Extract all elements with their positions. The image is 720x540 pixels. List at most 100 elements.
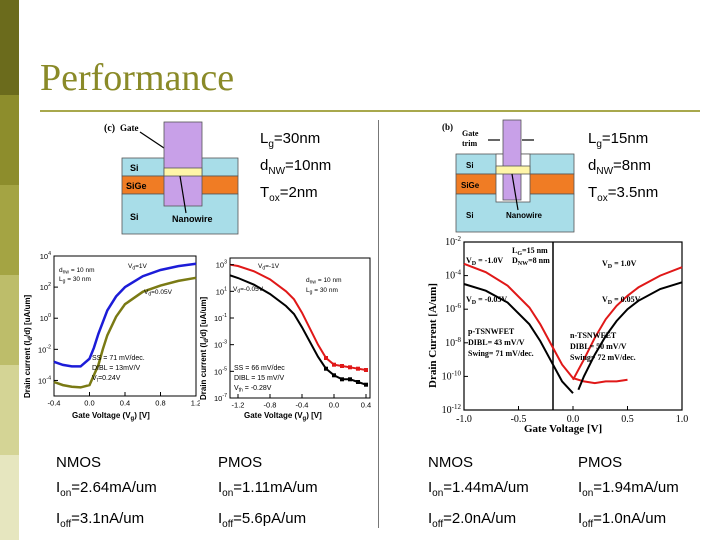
pmos-vt-text: Vth = -0.28V [234,385,272,394]
band-5 [0,365,19,455]
nmos-vt-text: Vt=0.24V [92,375,121,384]
tsnw-dnw-label: DNW=8 nm [512,256,550,267]
tsnw-xlabel: Gate Voltage [V] [524,423,602,435]
left-pmos-metrics: PMOS Ion=1.11mA/um Ioff=5.6pA/um [218,450,318,537]
pmos-ytick-label: 10-3 [214,340,227,350]
right-param-lg: Lg=15nm [588,130,649,150]
nmos-plot-frame [53,255,197,397]
right-pmos-type: PMOS [578,454,623,471]
pmos-legend-l: Lg = 30 nm [306,287,338,296]
tsnw-p-swing: Swing= 71 mV/dec. [468,349,534,358]
tsnw-lg-label: LG=15 nm [512,246,548,257]
band-4 [0,275,19,365]
right-pmos-ion: Ion=1.94mA/um [578,479,679,499]
tsnw-series-1 [463,262,628,385]
nmos-vd-high-label: Vd=1V [128,263,148,272]
pmos-vd-high-label: Vd=-1V [258,263,280,272]
nmos-xtick-label: 0.8 [155,399,165,408]
tsnw-vd-p-low: VD = -0.05V [466,295,507,306]
left-param-dnw: dNW=10nm [260,157,332,177]
pmos-series-1 [229,263,367,371]
right-gate-label: Gate [462,129,479,138]
left-params: Lg=30nm dNW=10nm Tox=2nm [260,128,331,209]
pmos-series-2-point [324,366,328,371]
nmos-xlabel: Gate Voltage (Vg) [V] [72,411,150,422]
right-pmos-metrics: PMOS Ion=1.94mA/um Ioff=1.0nA/um [578,450,679,537]
nmos-ytick-label: 10-2 [38,344,51,354]
pmos-xtick-label: -1.2 [232,401,245,410]
right-params: Lg=15nm dNW=8nm Tox=3.5nm [588,128,658,209]
tsnw-vd-n-high: VD = 1.0V [602,259,637,270]
right-nmos-ion: Ion=1.44mA/um [428,479,529,499]
tsnw-xtick-label: -0.5 [511,414,527,425]
slide-title: Performance [40,57,235,99]
nmos-vd-low-label: Vd=0.05V [144,289,173,298]
nmos-ylabel: Drain current (Id/d) [uA/um] [23,294,34,398]
left-nanowire-label: Nanowire [172,214,213,224]
right-param-dnw: dNW=8nm [588,157,651,177]
tsnw-xtick-label: 0.0 [567,414,580,425]
tsnw-vd-p-high: VD = -1.0V [466,256,503,267]
left-nmos-ioff: Ioff=3.1nA/um [56,510,145,530]
tsnw-plot-frame [463,241,683,411]
nmos-ytick-label: 102 [40,282,51,292]
tsnw-xtick-label: 0.5 [621,414,634,425]
tsnw-ytick-label: 10-6 [445,302,461,315]
left-si-bottom-label: Si [130,212,139,222]
pmos-iv-chart: 103 101 10-1 10-3 10-5 10-7 -1.2 -0.8 -0.4 0.0 0.… [199,257,371,422]
pmos-ytick-label: 10-5 [214,366,227,376]
pmos-dibl-text: DIBL = 15 mV/V [234,375,284,382]
column-divider [378,120,379,528]
pmos-series-2 [229,274,367,386]
pmos-ytick-label: 10-7 [214,393,227,403]
tsnw-series-3 [572,266,683,381]
nmos-xtick-label: 0.0 [84,399,94,408]
pmos-series-2-point [340,377,344,382]
nmos-dibl-text: DIBL = 13mV/V [92,365,141,372]
nmos-ytick-label: 104 [40,251,51,261]
right-nanowire [495,165,531,175]
tsnw-ylabel: Drain Current [A/um] [427,283,439,388]
left-nmos-type: NMOS [56,454,101,471]
pmos-vd-low-label: Vd=-0.05V [233,286,264,295]
tsnw-ytick-label: 10-8 [445,336,461,349]
nmos-iv-chart: 104 102 100 10-2 10-4 -0.4 0.0 0.4 0.8 1.2 Drain… [23,251,200,422]
pmos-xtick-label: -0.8 [264,401,277,410]
nmos-series-1 [53,262,197,368]
pmos-series-1-point [364,368,368,372]
tsnwfet-iv-chart: 10-2 10-4 10-6 10-8 10-10 10-12 -1.0 -0.5 0.0 0.… [427,236,688,435]
left-param-tox: Tox=2nm [260,184,318,204]
left-param-lg: Lg=30nm [260,130,321,150]
tsnw-ytick-label: 10-2 [445,236,461,248]
decorative-sidebar [0,0,19,540]
pmos-series-2-point [348,377,352,382]
pmos-xlabel: Gate Voltage (Vg) [V] [244,411,322,422]
band-6 [0,455,19,540]
tsnw-series-4 [577,281,683,391]
left-sige-label: SiGe [126,181,147,191]
tsnw-n-swing: Swing= 72 mV/dec. [570,353,636,362]
pmos-xtick-label: 0.0 [329,401,339,410]
left-gate-label: Gate [120,123,139,133]
tsnw-vd-n-low: VD = 0.05V [602,295,641,306]
pmos-series-1-point [332,362,336,367]
tsnw-series-2 [463,283,574,394]
right-nanowire-label: Nanowire [506,211,543,220]
pmos-xtick-label: -0.4 [296,401,309,410]
right-nmos-ioff: Ioff=2.0nA/um [428,510,517,530]
pmos-series-2-point [332,373,336,378]
tsnw-p-name: p-TSNWFET [468,327,515,336]
right-si-bottom-label: Si [466,211,474,220]
left-pmos-ion: Ion=1.11mA/um [218,479,318,499]
band-1 [0,0,19,95]
left-nanowire [163,167,203,177]
title-rule [40,110,700,112]
right-param-tox: Tox=3.5nm [588,184,659,204]
pmos-ylabel: Drain current (Id/d) [uA/um] [199,296,210,400]
tsnw-n-dibl: DIBL= 50 mV/V [570,342,627,351]
nmos-xtick-label: 0.4 [120,399,130,408]
right-nanowire-arrow [511,173,519,211]
nmos-xtick-label: 1.2 [191,399,200,408]
pmos-legend-d: dnw = 10 nm [306,277,342,286]
tsnw-p-dibl: DIBL= 43 mV/V [468,338,525,347]
